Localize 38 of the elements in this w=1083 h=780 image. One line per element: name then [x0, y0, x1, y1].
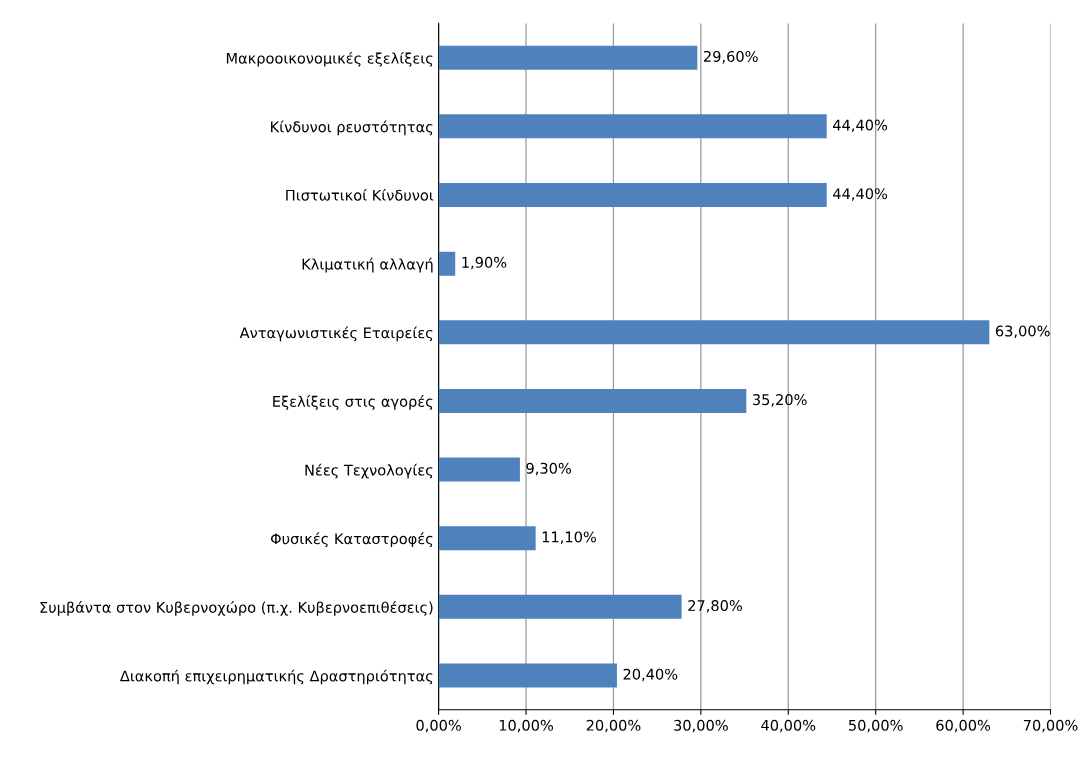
x-tick-label: 60,00% — [936, 719, 991, 733]
data-label: 63,00% — [995, 325, 1050, 338]
y-tick-label: Πιστωτικοί Κίνδυνοι — [286, 188, 434, 201]
data-label: 1,90% — [462, 256, 507, 270]
data-label: 35,20% — [752, 394, 807, 407]
bar — [438, 182, 827, 208]
y-tick-label: Ανταγωνιστικές Εταιρείες — [239, 326, 433, 342]
x-tick-label: 40,00% — [761, 719, 816, 733]
y-tick-label: Εξελίξεις στις αγορές — [273, 395, 433, 410]
y-tick-label: Μακροοικονομικές εξελίξεις — [226, 51, 433, 67]
bar — [438, 663, 617, 688]
bar — [438, 594, 682, 619]
data-label: 44,40% — [833, 119, 888, 133]
y-tick-label: Νέες Τεχνολογίες — [305, 463, 433, 479]
data-label: 44,40% — [833, 188, 888, 201]
bar — [438, 114, 827, 139]
x-tick-label: 20,00% — [586, 719, 641, 733]
x-tick-label: 10,00% — [499, 719, 554, 733]
data-label: 11,10% — [542, 531, 596, 544]
y-tick-label: Φυσικές Καταστροφές — [270, 532, 433, 548]
bar — [438, 457, 520, 482]
bar — [438, 251, 456, 276]
bar — [438, 526, 536, 551]
y-tick-label: Κίνδυνοι ρευστότητας — [271, 120, 433, 136]
y-tick-label: Κλιματική αλλαγή — [302, 257, 433, 273]
y-tick-label: Συμβάντα στον Κυβερνοχώρο (π.χ. Κυβερνοεπιθέσεις) — [40, 601, 433, 616]
data-label: 27,80% — [688, 600, 742, 613]
data-label: 29,60% — [703, 50, 758, 64]
data-label: 9,30% — [526, 462, 571, 476]
bar — [438, 388, 747, 413]
x-tick-label: 50,00% — [849, 719, 903, 733]
bar — [438, 320, 990, 345]
x-tick-label: 0,00% — [416, 719, 461, 733]
data-label: 20,40% — [623, 668, 678, 682]
x-tick-label: 70,00% — [1023, 719, 1078, 733]
bar — [438, 45, 698, 70]
y-tick-label: Διακοπή επιχειρηματικής Δραστηριότητας — [119, 669, 433, 685]
x-tick-label: 30,00% — [674, 719, 728, 733]
